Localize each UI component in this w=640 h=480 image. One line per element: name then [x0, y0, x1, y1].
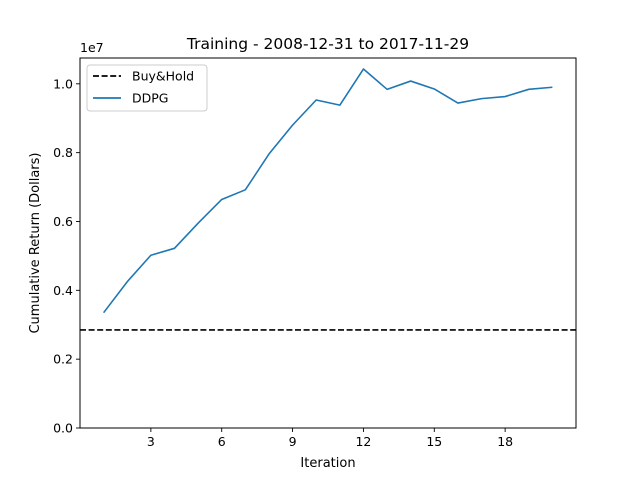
chart-title: Training - 2008-12-31 to 2017-11-29 — [186, 35, 469, 53]
series-line-ddpg — [102, 68, 553, 314]
legend-box — [86, 64, 208, 112]
y-offset-label: 1e7 — [80, 40, 104, 55]
y-tick-label: 0.0 — [53, 421, 73, 436]
axis-ticks: 3 6 9 12 15 18 0.0 0.2 0.4 0.6 0.8 1.0 — [53, 76, 513, 449]
y-tick-label: 0.4 — [53, 283, 73, 298]
x-tick-label: 9 — [289, 434, 297, 449]
y-tick-label: 0.2 — [53, 352, 73, 367]
x-axis-label: Iteration — [300, 456, 355, 471]
x-tick-label: 3 — [147, 434, 155, 449]
y-axis-label: Cumulative Return (Dollars) — [28, 152, 43, 333]
legend-label-buy-and-hold: Buy&Hold — [132, 69, 194, 84]
plot-frame — [79, 57, 577, 429]
legend-label-ddpg: DDPG — [132, 91, 168, 106]
y-tick-label: 0.6 — [53, 214, 73, 229]
x-tick-label: 18 — [497, 434, 513, 449]
x-tick-label: 6 — [218, 434, 226, 449]
x-tick-label: 15 — [426, 434, 442, 449]
x-tick-label: 12 — [355, 434, 371, 449]
legend: Buy&Hold DDPG — [86, 64, 208, 112]
series-layer — [80, 68, 576, 331]
y-tick-label: 0.8 — [53, 145, 73, 160]
y-tick-label: 1.0 — [53, 76, 73, 91]
